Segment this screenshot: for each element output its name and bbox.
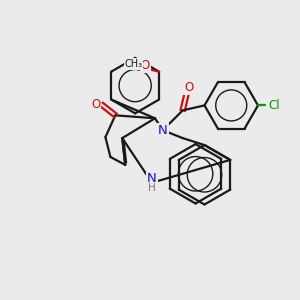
Text: CH₃: CH₃	[124, 59, 142, 69]
Text: O: O	[184, 81, 193, 94]
Text: O: O	[141, 59, 150, 72]
Text: O: O	[91, 98, 100, 111]
Text: N: N	[147, 172, 157, 185]
Text: H: H	[148, 183, 156, 193]
Text: Cl: Cl	[268, 99, 280, 112]
Text: N: N	[158, 124, 168, 137]
